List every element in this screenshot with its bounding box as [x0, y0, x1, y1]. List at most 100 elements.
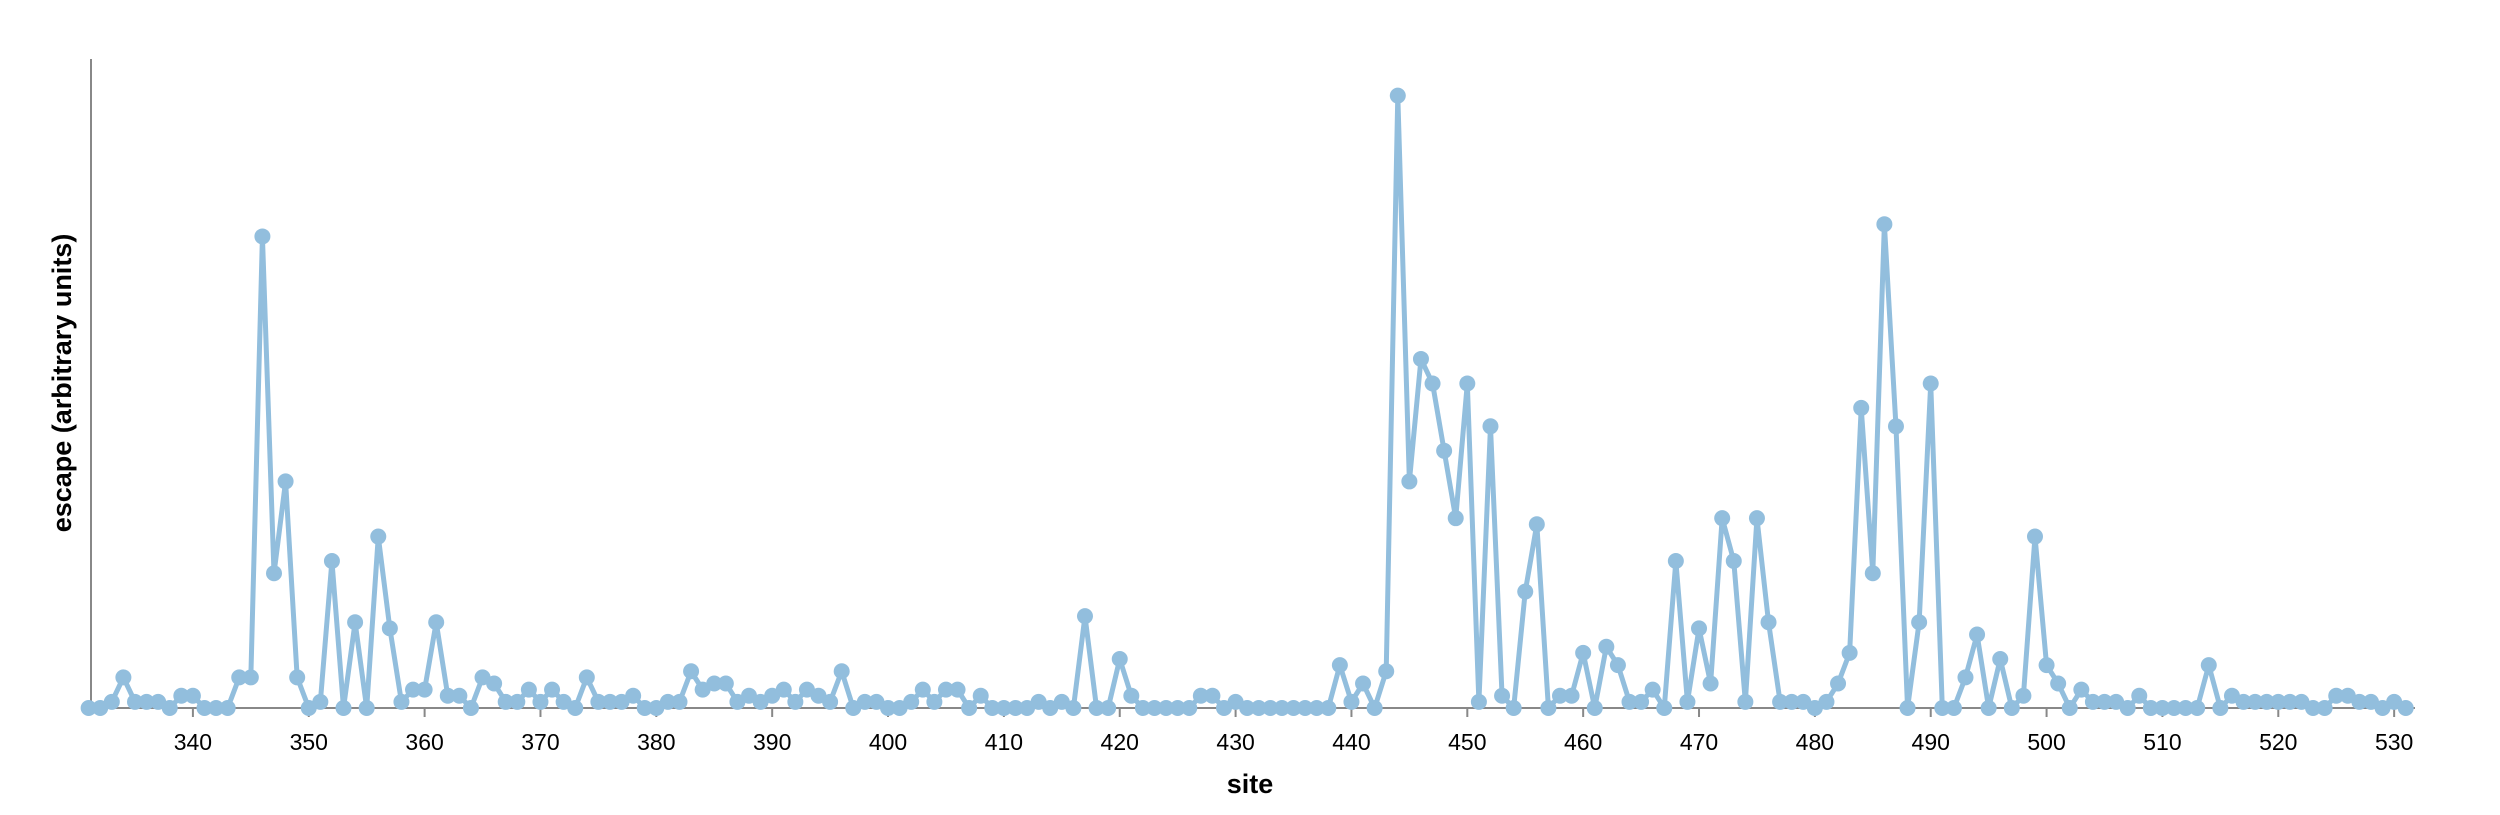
x-tick-label: 400	[869, 729, 907, 755]
point	[880, 700, 897, 716]
point	[393, 693, 410, 710]
point	[1679, 693, 1696, 710]
point	[1760, 614, 1777, 631]
point	[1470, 693, 1487, 710]
point	[659, 693, 676, 710]
point	[486, 675, 503, 692]
point	[497, 693, 514, 710]
point	[856, 693, 873, 710]
point	[1563, 687, 1580, 704]
point	[1691, 620, 1708, 637]
point	[1285, 700, 1302, 716]
point	[1656, 700, 1673, 716]
point	[1273, 700, 1290, 716]
point	[1100, 700, 1117, 716]
point	[126, 693, 143, 710]
point	[1378, 663, 1395, 680]
point	[254, 228, 271, 245]
point	[2305, 700, 2322, 716]
point	[1250, 700, 1267, 716]
point	[2247, 693, 2264, 710]
point	[1076, 608, 1093, 625]
point	[1714, 510, 1731, 527]
point	[995, 700, 1012, 716]
point	[833, 663, 850, 680]
x-tick-label: 470	[1680, 729, 1718, 755]
point	[578, 669, 595, 686]
point	[416, 681, 433, 698]
point	[2073, 681, 2090, 698]
point	[567, 700, 584, 716]
point	[914, 681, 931, 698]
point	[706, 675, 723, 692]
point	[961, 700, 978, 716]
point	[1123, 687, 1140, 704]
x-tick-label: 490	[1912, 729, 1950, 755]
point	[439, 687, 456, 704]
point	[266, 565, 283, 582]
point	[717, 675, 734, 692]
point	[1134, 700, 1151, 716]
x-tick-label: 340	[174, 729, 212, 755]
point	[2119, 700, 2136, 716]
point	[335, 700, 352, 716]
point	[1088, 700, 1105, 716]
point	[1007, 700, 1024, 716]
point	[1192, 687, 1209, 704]
x-tick-label: 410	[985, 729, 1023, 755]
point	[405, 681, 422, 698]
point	[161, 700, 178, 716]
point	[1412, 350, 1429, 367]
point	[520, 681, 537, 698]
point	[903, 693, 920, 710]
y-axis-title: escape (arbitrary units)	[47, 234, 77, 533]
point	[1308, 700, 1325, 716]
point	[2200, 657, 2217, 674]
point	[2189, 700, 2206, 716]
point	[1401, 473, 1418, 490]
x-tick-label: 380	[637, 729, 675, 755]
point	[509, 693, 526, 710]
point	[2316, 700, 2333, 716]
point	[683, 663, 700, 680]
point	[1969, 626, 1986, 643]
point	[2050, 675, 2067, 692]
point	[1389, 87, 1406, 104]
point	[787, 693, 804, 710]
point	[2235, 693, 2252, 710]
point	[1911, 614, 1928, 631]
point	[1644, 681, 1661, 698]
point	[1945, 700, 1962, 716]
point	[1459, 375, 1476, 392]
point	[1343, 693, 1360, 710]
point	[2015, 687, 2032, 704]
point	[532, 693, 549, 710]
point	[2142, 700, 2159, 716]
point	[1181, 700, 1198, 716]
point	[1204, 687, 1221, 704]
point	[671, 693, 688, 710]
point	[972, 687, 989, 704]
point	[590, 693, 607, 710]
point	[1783, 693, 1800, 710]
point	[2131, 687, 2148, 704]
point	[1355, 675, 1372, 692]
x-tick-label: 370	[521, 729, 559, 755]
point	[1158, 700, 1175, 716]
point	[462, 700, 479, 716]
point	[1540, 700, 1557, 716]
point	[775, 681, 792, 698]
point	[2084, 693, 2101, 710]
point	[544, 681, 561, 698]
point	[1424, 375, 1441, 392]
point	[289, 669, 306, 686]
point	[1667, 553, 1684, 570]
point	[822, 693, 839, 710]
point	[984, 700, 1001, 716]
point	[219, 700, 236, 716]
point	[1841, 644, 1858, 661]
point	[1818, 693, 1835, 710]
point	[1447, 510, 1464, 527]
